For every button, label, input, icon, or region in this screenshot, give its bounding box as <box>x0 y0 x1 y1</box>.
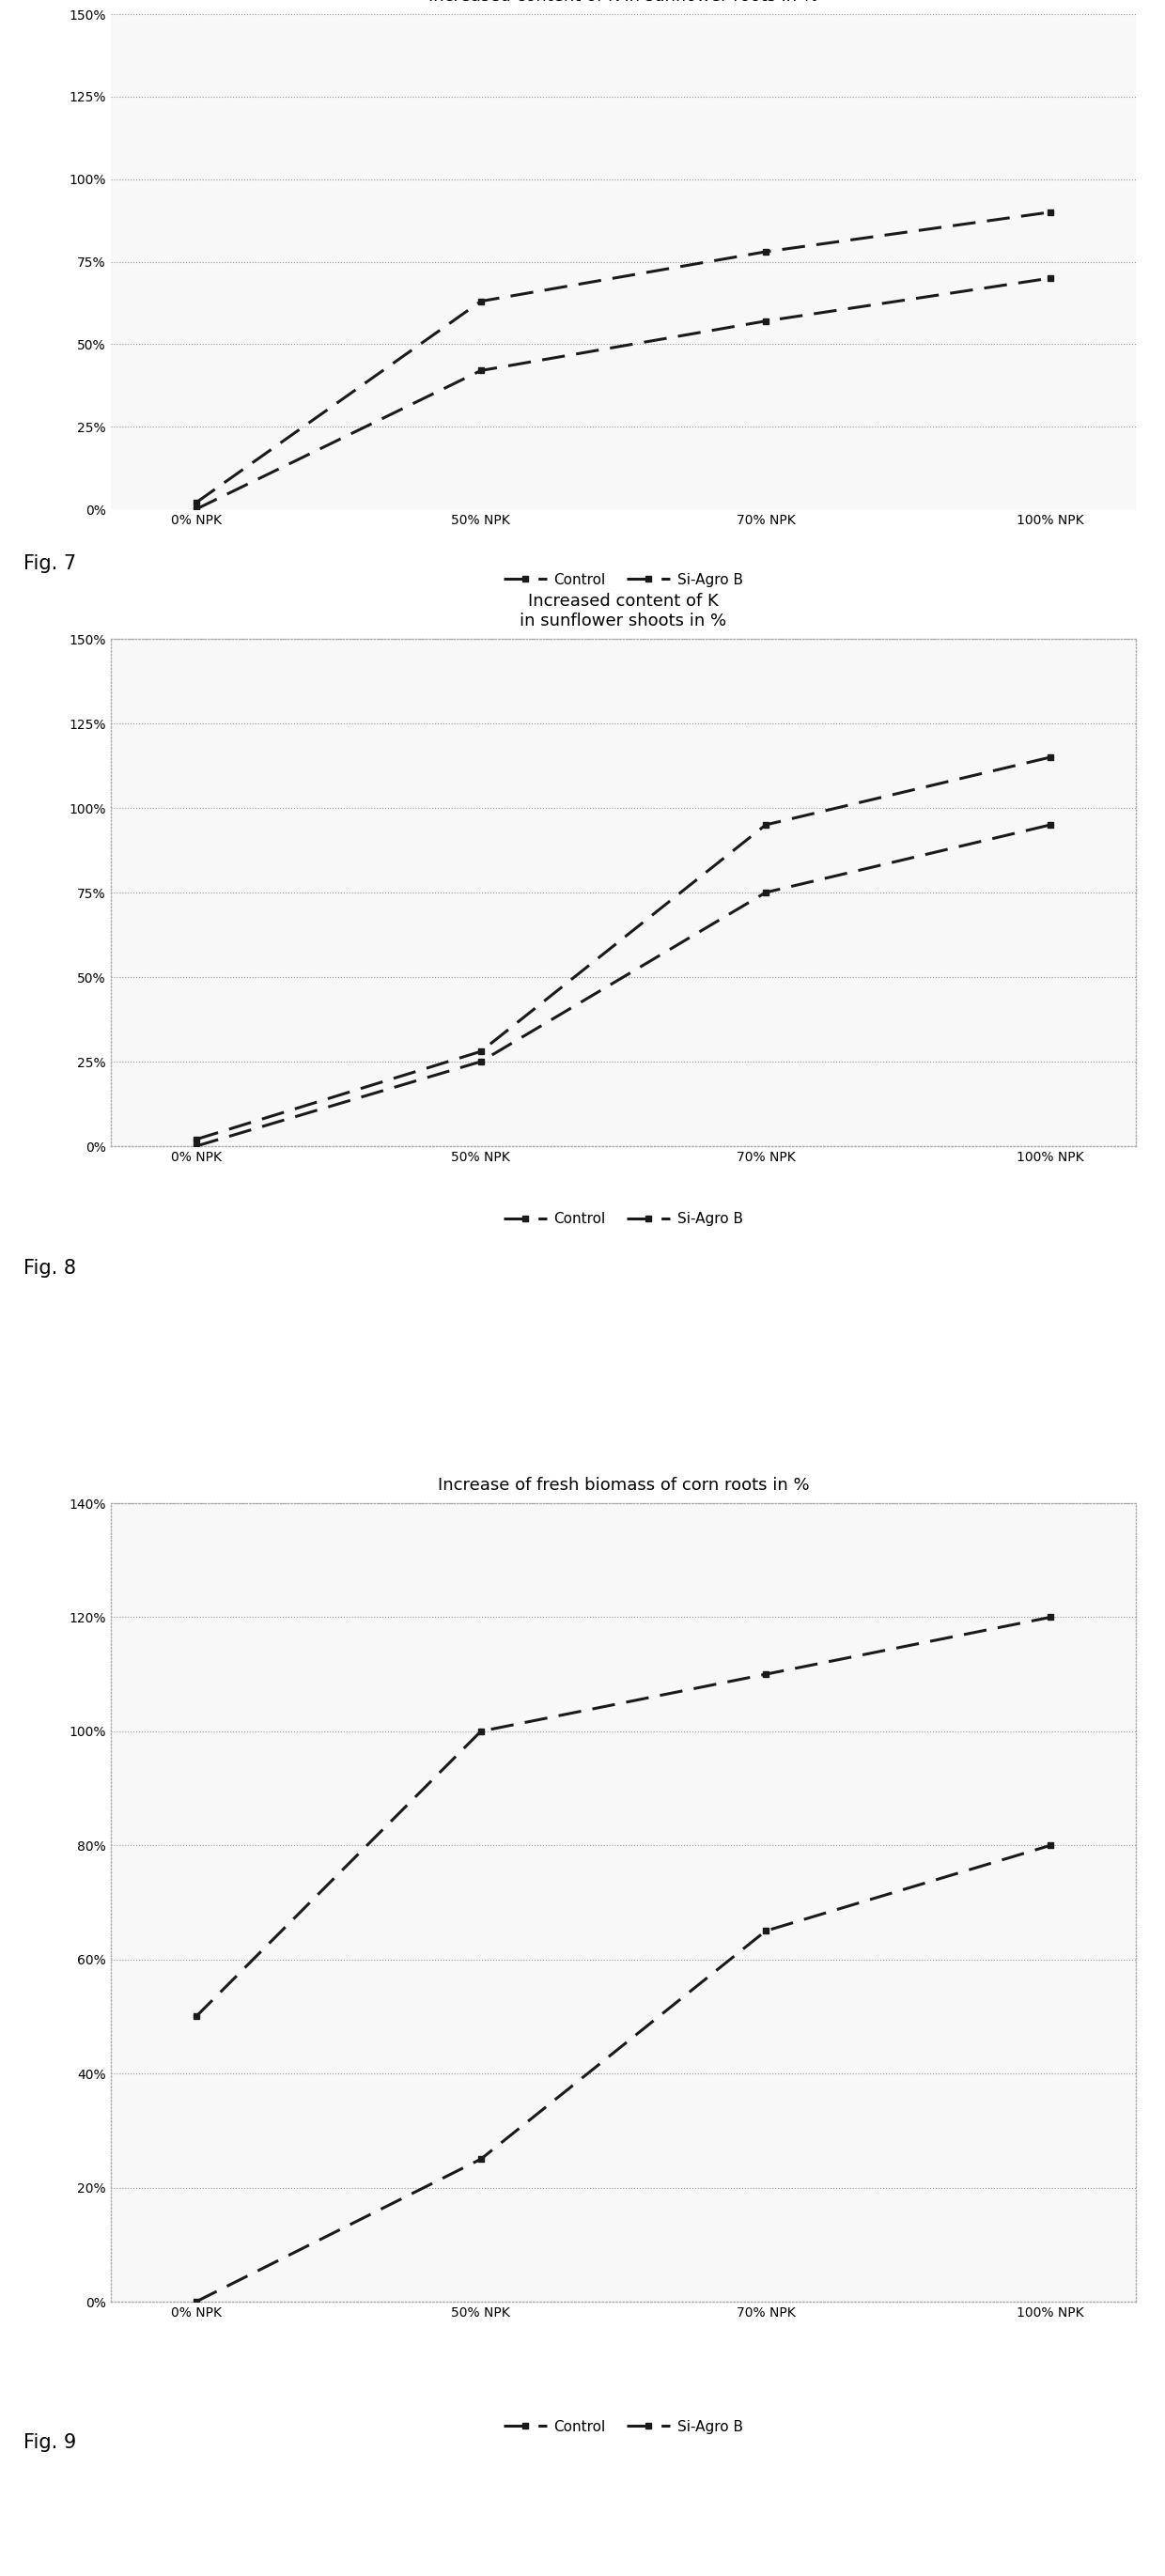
Control <box>1044 809 1058 840</box>
Title: Increase of fresh biomass of corn roots in %: Increase of fresh biomass of corn roots … <box>437 1476 810 1494</box>
Control <box>758 1917 772 1947</box>
Line: Si-Agro B: Si-Agro B <box>193 209 1053 505</box>
Si-Agro B <box>1044 1602 1058 1633</box>
Control <box>1044 1829 1058 1860</box>
Control <box>189 1131 203 1162</box>
Legend: Control, Si-Agro B: Control, Si-Agro B <box>499 569 748 590</box>
Control <box>189 495 203 526</box>
Control <box>1044 263 1058 294</box>
Si-Agro B <box>474 1036 488 1066</box>
Line: Si-Agro B: Si-Agro B <box>193 1615 1053 2020</box>
Legend: Control, Si-Agro B: Control, Si-Agro B <box>499 1208 748 1231</box>
Title: Increased content of K in sunflower roots in %: Increased content of K in sunflower root… <box>429 0 818 5</box>
Control <box>474 355 488 386</box>
Legend: Control, Si-Agro B: Control, Si-Agro B <box>499 2416 748 2439</box>
Line: Control: Control <box>193 1842 1053 2306</box>
Line: Control: Control <box>193 276 1053 513</box>
Text: Fig. 7: Fig. 7 <box>23 554 76 572</box>
Si-Agro B <box>758 809 772 840</box>
Si-Agro B <box>1044 742 1058 773</box>
Si-Agro B <box>758 237 772 268</box>
Control <box>189 2287 203 2318</box>
Text: Fig. 8: Fig. 8 <box>23 1260 76 1278</box>
Control <box>474 2143 488 2174</box>
Control <box>758 876 772 907</box>
Control <box>758 307 772 337</box>
Line: Control: Control <box>193 822 1053 1149</box>
Si-Agro B <box>758 1659 772 1690</box>
Si-Agro B <box>474 286 488 317</box>
Title: Increased content of K
in sunflower shoots in %: Increased content of K in sunflower shoo… <box>520 592 727 629</box>
Si-Agro B <box>189 487 203 518</box>
Si-Agro B <box>1044 196 1058 227</box>
Control <box>474 1046 488 1077</box>
Text: Fig. 9: Fig. 9 <box>23 2434 76 2452</box>
Si-Agro B <box>474 1716 488 1747</box>
Line: Si-Agro B: Si-Agro B <box>193 755 1053 1144</box>
Si-Agro B <box>189 1123 203 1154</box>
Si-Agro B <box>189 2002 203 2032</box>
